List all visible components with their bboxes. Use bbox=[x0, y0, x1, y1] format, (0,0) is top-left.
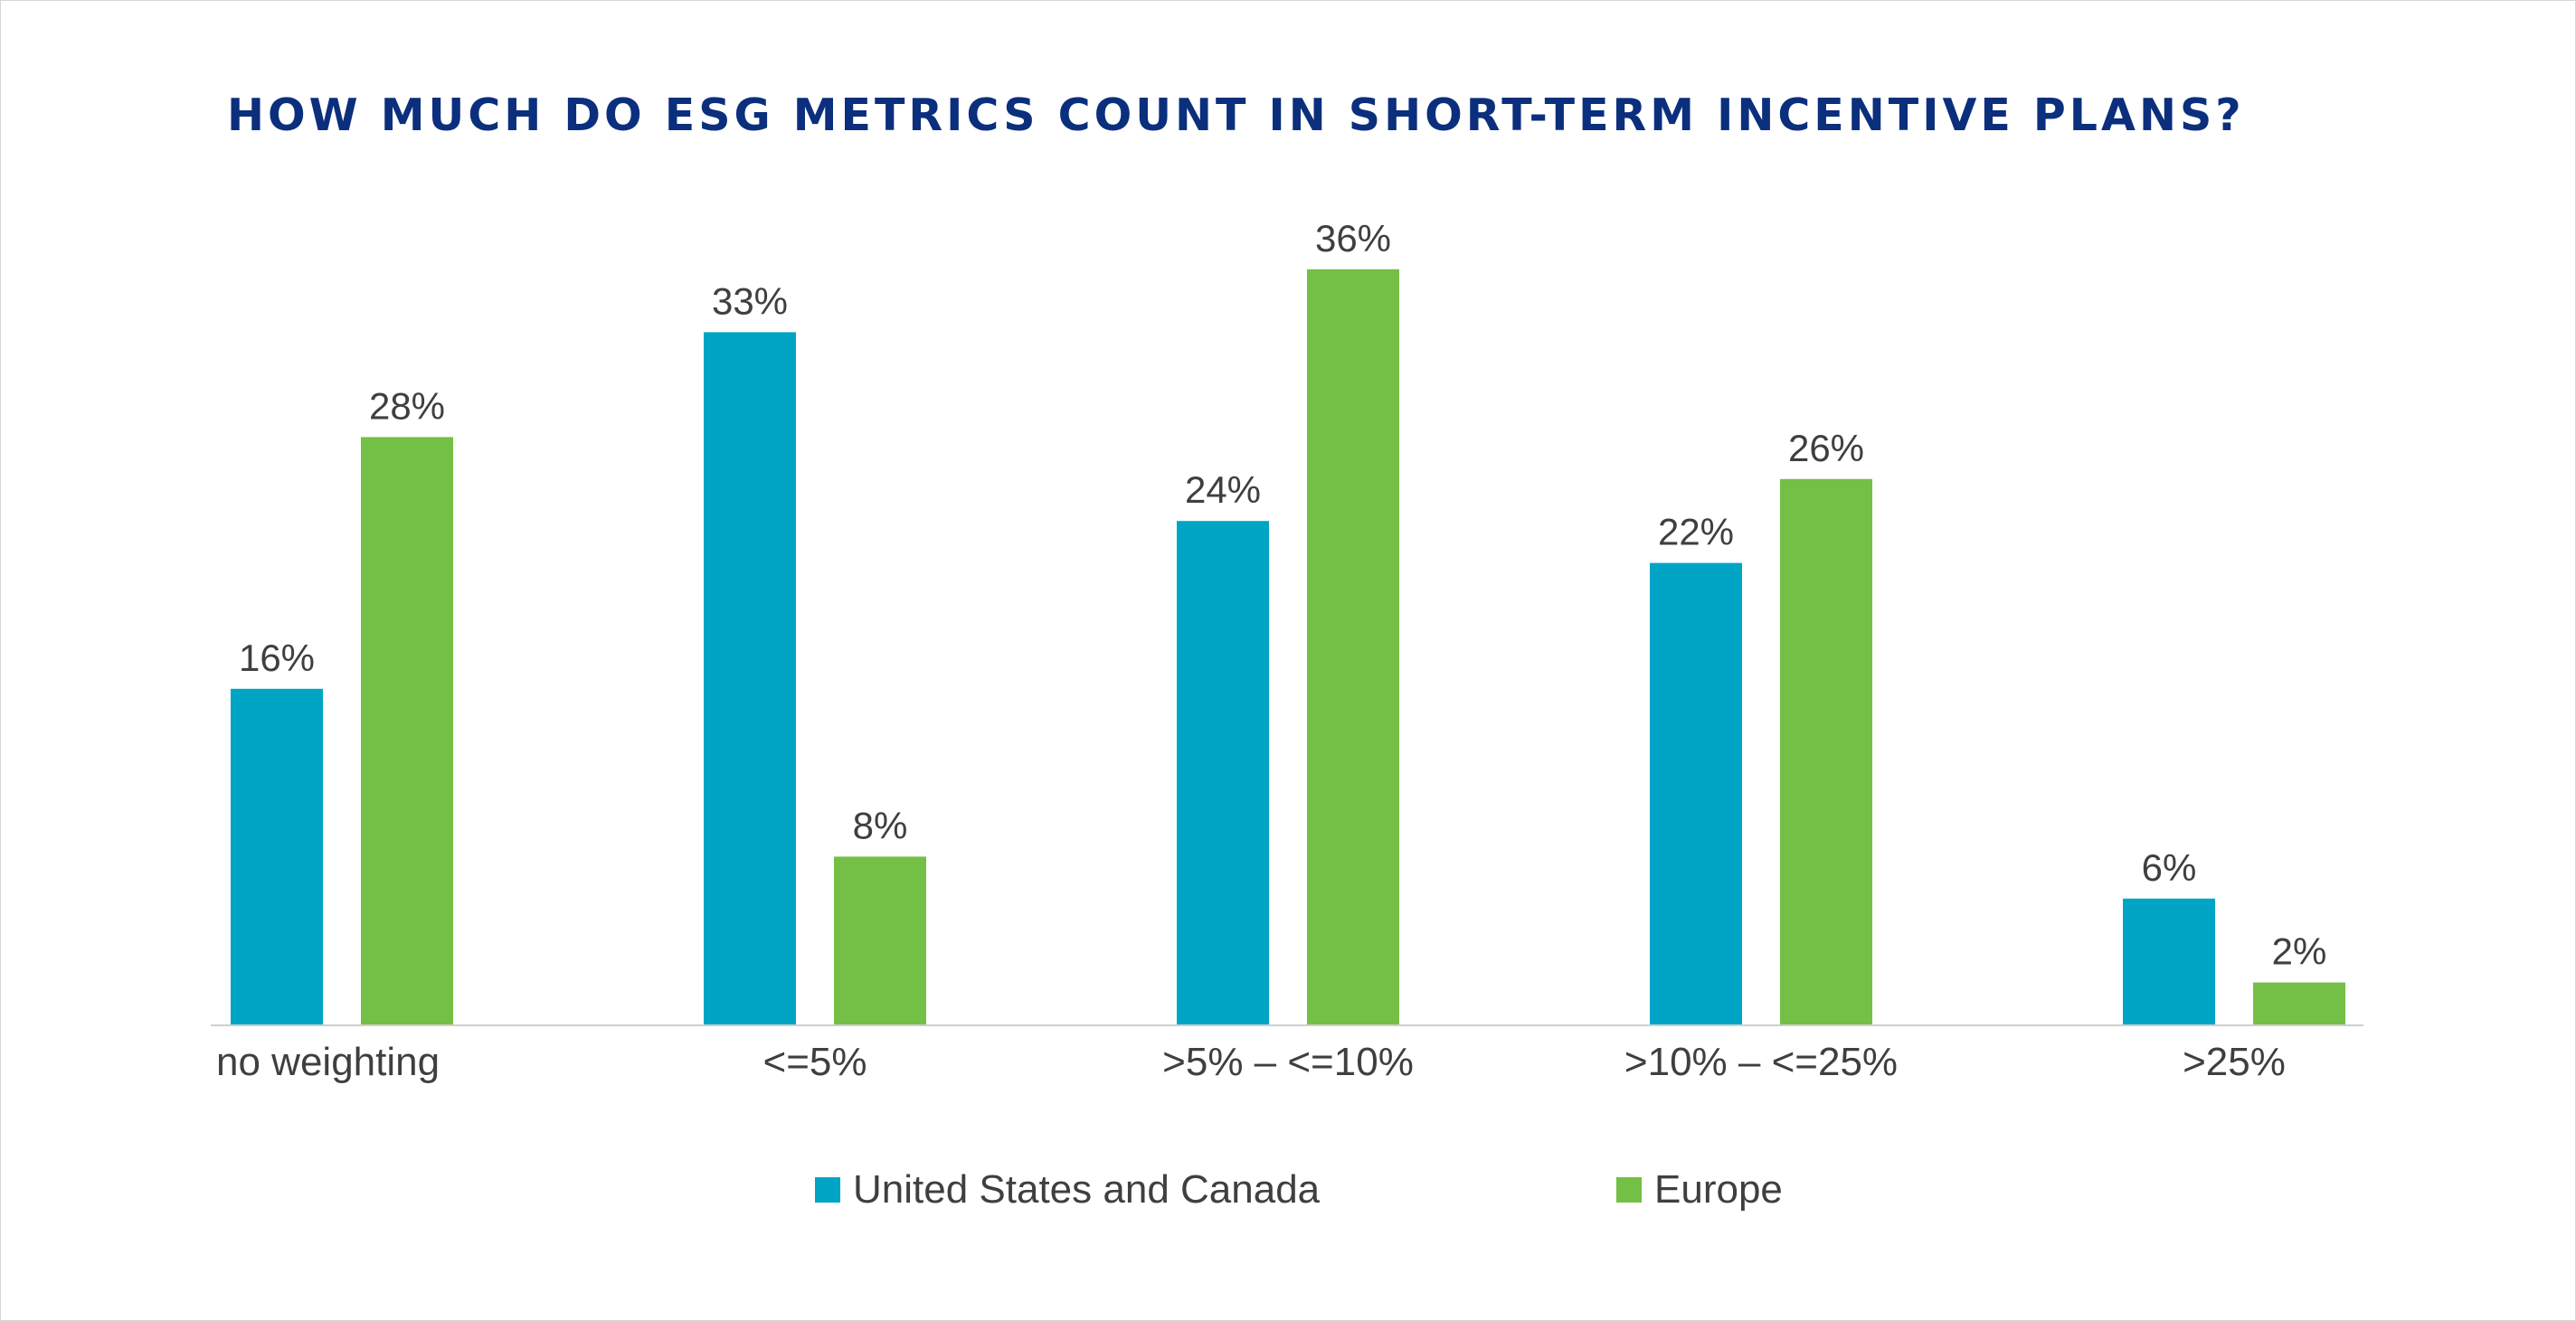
legend-item-europe: Europe bbox=[1616, 1167, 1783, 1212]
category-label-4: >25% bbox=[2183, 1040, 2286, 1084]
category-label-2: >5% – <=10% bbox=[1162, 1040, 1414, 1084]
category-label-0: no weighting bbox=[216, 1040, 440, 1084]
bar-europe-4 bbox=[2253, 982, 2345, 1024]
bar-us-canada-0 bbox=[231, 688, 323, 1024]
legend-swatch-us-canada bbox=[815, 1177, 840, 1203]
bar-us-canada-1 bbox=[704, 332, 796, 1024]
data-label-europe-2: 36% bbox=[1315, 217, 1391, 259]
legend-item-us-canada: United States and Canada bbox=[815, 1167, 1320, 1212]
bar-us-canada-4 bbox=[2123, 898, 2215, 1024]
data-label-europe-0: 28% bbox=[369, 384, 445, 427]
data-label-us-canada-2: 24% bbox=[1185, 468, 1261, 511]
legend-swatch-europe bbox=[1616, 1177, 1642, 1203]
legend-label-europe: Europe bbox=[1654, 1167, 1783, 1212]
bar-us-canada-3 bbox=[1650, 562, 1742, 1024]
data-label-us-canada-4: 6% bbox=[2142, 846, 2197, 889]
bar-europe-0 bbox=[361, 437, 453, 1024]
data-label-us-canada-0: 16% bbox=[239, 637, 315, 679]
bar-europe-1 bbox=[834, 856, 926, 1024]
data-label-europe-3: 26% bbox=[1788, 427, 1864, 469]
data-label-us-canada-3: 22% bbox=[1658, 511, 1734, 553]
bar-us-canada-2 bbox=[1177, 521, 1269, 1024]
legend-label-us-canada: United States and Canada bbox=[853, 1167, 1321, 1212]
category-label-1: <=5% bbox=[763, 1040, 867, 1084]
data-label-us-canada-1: 33% bbox=[712, 279, 788, 322]
bar-europe-3 bbox=[1780, 478, 1872, 1024]
data-label-europe-1: 8% bbox=[853, 804, 908, 846]
data-label-europe-4: 2% bbox=[2272, 930, 2327, 973]
bar-europe-2 bbox=[1307, 269, 1399, 1024]
category-label-3: >10% – <=25% bbox=[1624, 1040, 1898, 1084]
chart-title: HOW MUCH DO ESG METRICS COUNT IN SHORT-T… bbox=[227, 90, 2245, 141]
